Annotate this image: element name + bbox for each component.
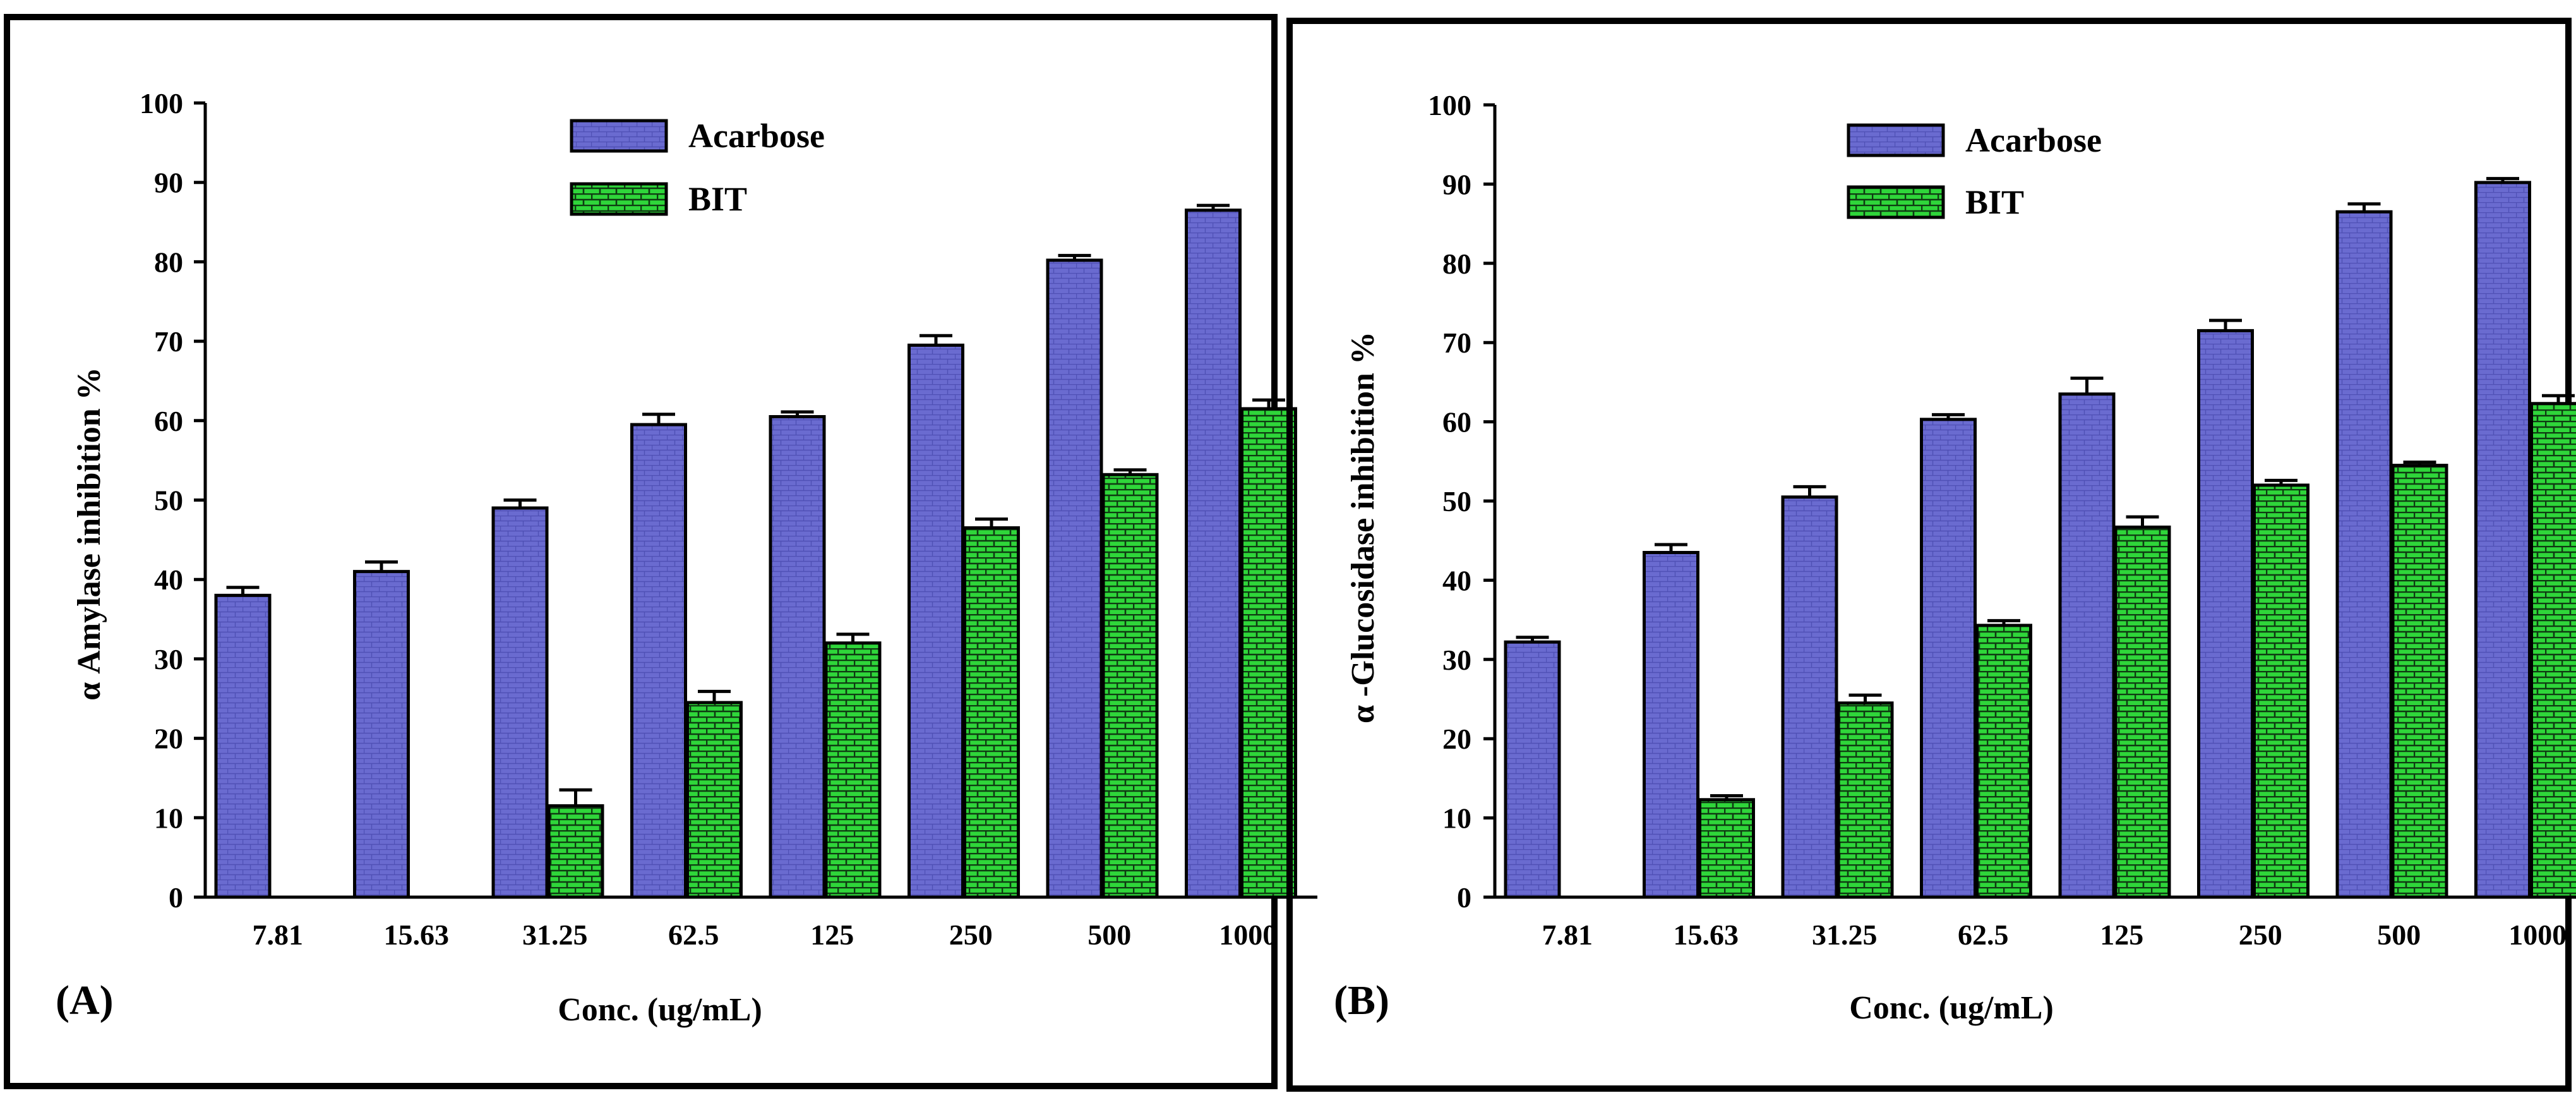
bar-bit xyxy=(547,804,604,899)
legend-label-bit: BIT xyxy=(1965,183,2024,221)
y-tick-label: 60 xyxy=(154,405,183,437)
bar-bit xyxy=(824,641,882,899)
bar-bit xyxy=(963,526,1020,899)
x-tick-label: 1000 xyxy=(2508,919,2567,951)
x-tick-label: 7.81 xyxy=(253,919,304,951)
y-tick-label: 0 xyxy=(1457,881,1471,914)
bar-bit xyxy=(2530,402,2576,899)
panel-a-x-axis-title: Conc. (ug/mL) xyxy=(558,992,762,1028)
bar-acarbose xyxy=(2058,392,2116,899)
legend-swatch-acarbose xyxy=(570,119,668,153)
y-tick-label: 20 xyxy=(154,723,183,755)
y-tick-label: 40 xyxy=(154,564,183,596)
panel-b-x-axis-title: Conc. (ug/mL) xyxy=(1849,990,2054,1026)
panel-a-legend: Acarbose BIT xyxy=(570,117,825,218)
bar-acarbose xyxy=(2197,329,2254,899)
y-tick-label: 70 xyxy=(1442,327,1471,359)
y-tick-label: 30 xyxy=(1442,644,1471,676)
y-tick-label: 20 xyxy=(1442,723,1471,755)
panel-b-bars xyxy=(1504,177,2576,899)
legend-label-bit: BIT xyxy=(688,180,747,218)
panel-a-y-axis: 0 10 20 30 40 50 60 70 80 90 100 xyxy=(140,87,207,914)
bar-bit xyxy=(1975,624,2032,899)
panel-a-bars xyxy=(214,203,1297,899)
bar-acarbose xyxy=(2474,181,2531,899)
y-tick-label: 100 xyxy=(1428,89,1471,121)
bar-bit xyxy=(1101,473,1159,899)
bar-acarbose xyxy=(1643,551,1699,899)
x-tick-label: 31.25 xyxy=(1812,919,1878,951)
y-tick-label: 10 xyxy=(1442,802,1471,835)
panel-b-x-axis: 7.81 15.63 31.25 62.5 125 250 500 1000 xyxy=(1495,895,2576,951)
bar-acarbose xyxy=(214,593,272,899)
x-tick-label: 500 xyxy=(2377,919,2421,951)
bar-acarbose xyxy=(1046,258,1103,899)
bar-bit xyxy=(2114,525,2171,899)
legend-swatch-bit xyxy=(570,182,668,216)
y-tick-label: 90 xyxy=(1442,168,1471,200)
bar-acarbose xyxy=(630,423,687,899)
x-tick-label: 500 xyxy=(1087,919,1131,951)
bar-acarbose xyxy=(353,570,410,899)
y-tick-label: 30 xyxy=(154,643,183,675)
bar-acarbose xyxy=(908,343,964,899)
bar-bit xyxy=(1836,701,1894,899)
bar-acarbose xyxy=(1920,418,1977,899)
y-tick-label: 40 xyxy=(1442,564,1471,596)
panel-a-x-axis: 7.81 15.63 31.25 62.5 125 250 500 1000 xyxy=(205,895,1317,951)
legend-label-acarbose: Acarbose xyxy=(1965,121,2102,159)
y-tick-label: 80 xyxy=(1442,248,1471,280)
bar-acarbose xyxy=(769,415,826,899)
bar-acarbose xyxy=(1185,208,1242,899)
y-tick-label: 10 xyxy=(154,802,183,834)
panel-b-y-axis-title: α -Glucosidase inhibition % xyxy=(1345,332,1381,723)
bar-bit xyxy=(686,701,743,899)
x-tick-label: 15.63 xyxy=(1674,919,1739,951)
panel-a-label: (A) xyxy=(56,977,114,1024)
x-tick-label: 1000 xyxy=(1219,919,1277,951)
bar-bit xyxy=(2391,464,2448,899)
panel-b-legend: Acarbose BIT xyxy=(1847,121,2102,221)
bar-acarbose xyxy=(491,506,549,899)
bar-acarbose xyxy=(2335,210,2393,899)
bar-acarbose xyxy=(1504,640,1561,899)
x-tick-label: 250 xyxy=(949,919,993,951)
panel-b-label: (B) xyxy=(1334,977,1389,1024)
y-tick-label: 50 xyxy=(1442,485,1471,517)
bar-acarbose xyxy=(1781,495,1838,899)
y-tick-label: 0 xyxy=(169,881,183,914)
y-tick-label: 50 xyxy=(154,485,183,517)
y-tick-label: 80 xyxy=(154,246,183,278)
bar-bit xyxy=(1698,798,1755,899)
legend-swatch-acarbose xyxy=(1847,123,1945,157)
panel-a: 0 10 20 30 40 50 60 70 80 90 100 7.81 15.63 31.25 62.… xyxy=(4,14,1317,1089)
panel-a-y-axis-title: α Amylase inhibition % xyxy=(71,367,107,700)
panel-b-y-axis: 0 10 20 30 40 50 60 70 80 90 100 xyxy=(1428,89,1497,914)
y-tick-label: 90 xyxy=(154,167,183,199)
x-tick-label: 15.63 xyxy=(384,919,450,951)
bar-bit xyxy=(2253,483,2309,899)
legend-swatch-bit xyxy=(1847,185,1945,219)
y-tick-label: 100 xyxy=(140,87,183,119)
x-tick-label: 7.81 xyxy=(1542,919,1593,951)
legend-label-acarbose: Acarbose xyxy=(688,117,825,155)
x-tick-label: 62.5 xyxy=(668,919,719,951)
panel-b: 0 10 20 30 40 50 60 70 80 90 100 7.81 15.63 31.25 62.… xyxy=(1286,18,2576,1092)
y-tick-label: 70 xyxy=(154,325,183,358)
x-tick-label: 62.5 xyxy=(1958,919,2009,951)
x-tick-label: 125 xyxy=(810,919,854,951)
x-tick-label: 31.25 xyxy=(522,919,588,951)
y-tick-label: 60 xyxy=(1442,406,1471,438)
x-tick-label: 250 xyxy=(2239,919,2282,951)
x-tick-label: 125 xyxy=(2100,919,2143,951)
